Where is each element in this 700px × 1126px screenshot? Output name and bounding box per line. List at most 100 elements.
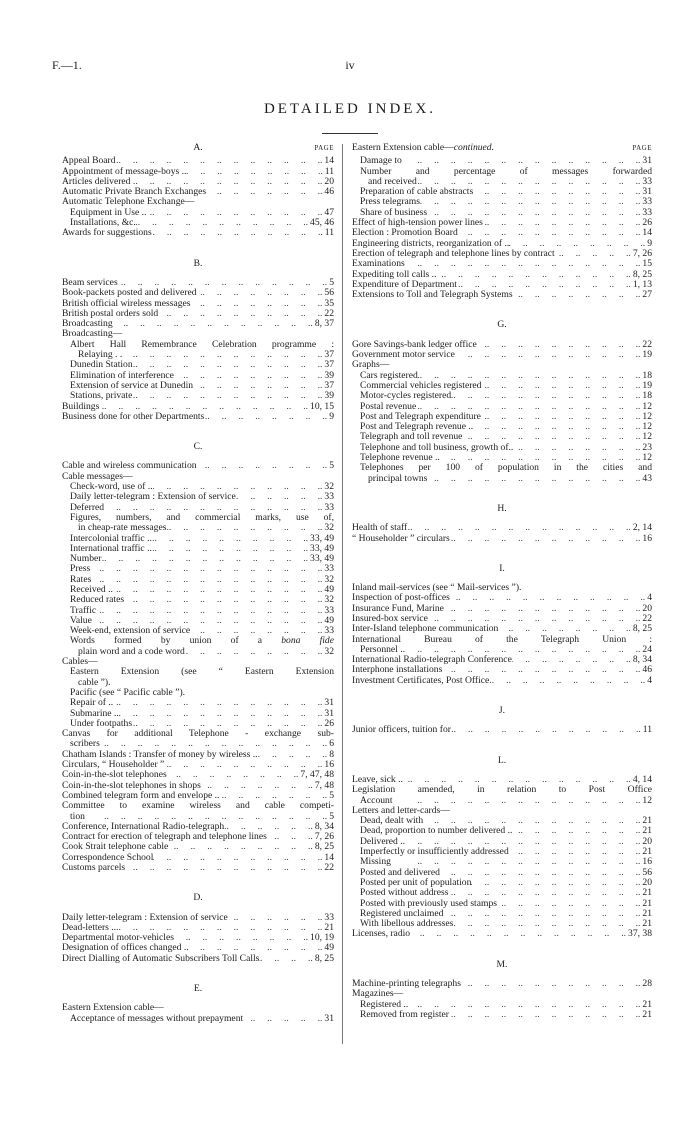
entry-line: International traffic .... .. .. .. .. .… [62, 543, 334, 554]
entry-text: Contract for erection of telegraph and t… [62, 831, 267, 843]
index-entry: Magazines— [352, 988, 652, 999]
page-reference: 33 [324, 604, 334, 616]
entry-text: Pacific (see “ Pacific cable ”). [70, 686, 186, 698]
heading-continued: continued. [453, 142, 494, 153]
page-reference: 18 [642, 369, 652, 381]
dot-leader: .. .. .. .. .. .. .. .. .. .. .. .. .. .… [416, 176, 641, 187]
entry-line: Extensions to Toll and Telegraph Systems… [352, 289, 652, 301]
index-entry: Delivered .... .. .. .. .. .. .. .. .. .… [352, 836, 652, 847]
dot-leader: .. .. .. .. .. .. .. .. .. .. .. .. .. .… [186, 166, 323, 177]
entry-text: Dead, dealt with [360, 815, 424, 827]
dot-leader: .. .. .. .. .. .. .. .. .. .. .. .. .. .… [94, 811, 328, 822]
entry-text: Stations, private [70, 390, 133, 402]
index-entry: Postal revenue.. .. .. .. .. .. .. .. ..… [352, 401, 652, 412]
entry-text: Insurance Fund, Marine [352, 602, 444, 614]
page-reference: 7, 26 [314, 831, 334, 843]
entry-line: Designation of offices changed .... .. .… [62, 942, 334, 954]
page-reference: 8, 25 [632, 623, 652, 635]
entry-text: Conference, International Radio-telegrap… [62, 820, 225, 832]
entry-line: Number and percentage of messages forwar… [352, 166, 652, 177]
page-title: DETAILED INDEX. [263, 101, 437, 117]
index-entry: Telephone and toll business, growth of..… [352, 442, 652, 453]
entry-line: Removed from register.. .. .. .. .. .. .… [352, 1008, 652, 1020]
page-reference: 35 [324, 297, 334, 309]
page-reference: 32 [324, 522, 334, 534]
entry-line: Albert Hall Remembrance Celebration prog… [62, 339, 334, 350]
entry-text: Health of staff [352, 522, 408, 534]
dot-leader: .. .. .. .. .. .. .. .. .. .. .. .. .. .… [407, 259, 641, 270]
entry-line: Value.. .. .. .. .. .. .. .. .. .. .. ..… [62, 615, 334, 626]
entry-line: Rates.. .. .. .. .. .. .. .. .. .. .. ..… [62, 574, 334, 585]
dot-leader: .. .. .. .. .. .. .. .. .. .. .. .. .. .… [416, 401, 641, 412]
page-reference: 9 [647, 237, 652, 249]
dot-leader: .. .. .. .. .. .. .. .. .. .. .. .. .. .… [461, 979, 641, 989]
page-reference: 21 [642, 825, 652, 837]
entry-text-continued: in cheap-rate messages [78, 522, 167, 534]
page-reference: 21 [642, 1008, 652, 1020]
index-entry: Pacific (see “ Pacific cable ”). [62, 686, 334, 698]
entry-line: Received .... .. .. .. .. .. .. .. .. ..… [62, 584, 334, 595]
dot-leader: .. .. .. .. .. .. .. .. .. .. .. .. .. .… [427, 613, 641, 624]
page-reference: 33 [642, 175, 652, 187]
page-reference: 21 [642, 907, 652, 919]
page-reference: 5 [329, 276, 334, 288]
dot-leader: .. .. .. .. .. .. .. .. .. .. .. .. .. .… [164, 760, 323, 771]
page-reference: 33 [324, 501, 334, 513]
entry-text: Inland mail-services (see “ Mail-service… [352, 582, 522, 594]
entry-text: Telephones per 100 of population in the … [360, 462, 652, 474]
dot-leader: .. .. .. .. .. .. .. .. .. .. .. .. .. .… [513, 290, 641, 301]
entry-text: Designation of offices changed .. [62, 942, 189, 954]
dot-leader: .. .. .. .. .. .. .. .. .. .. .. .. .. .… [168, 842, 313, 853]
entry-line: Cable messages— [62, 471, 334, 482]
dot-leader: .. .. .. .. .. .. .. .. .. .. .. .. .. .… [458, 228, 641, 239]
index-entry: Business done for other Departments.. ..… [62, 411, 334, 422]
page-reference: 33 [324, 491, 334, 503]
index-entry: Designation of offices changed .... .. .… [62, 942, 334, 954]
index-entry: Telephone revenue .... .. .. .. .. .. ..… [352, 452, 652, 463]
entry-text: Removed from register [360, 1008, 449, 1020]
entry-line-continued: cable ”). [62, 677, 334, 688]
page-reference: 37, 38 [628, 928, 652, 940]
page-reference: 27 [642, 289, 652, 301]
page-reference: 33 [324, 563, 334, 575]
entry-text: Reduced rates [70, 594, 125, 606]
dot-leader: .. .. .. .. .. .. .. .. .. .. .. .. .. .… [153, 482, 323, 493]
entry-text: Articles delivered [62, 175, 131, 187]
section-heading: B. [62, 258, 334, 269]
index-column-right: Eastern Extension cable—continued. PAGE Da… [352, 142, 652, 1020]
dot-leader: .. .. .. .. .. .. .. .. .. .. .. .. .. .… [427, 473, 641, 484]
index-entry: Equipment in Use .... .. .. .. .. .. .. … [62, 207, 334, 218]
section-heading: J. [352, 705, 652, 716]
index-entry: Committee to examine wireless and cable … [62, 801, 334, 822]
index-entry: Number and percentage of messages forwar… [352, 166, 652, 188]
entry-text: Erection of telegraph and telephone line… [352, 247, 555, 259]
entry-line: Press.. .. .. .. .. .. .. .. .. .. .. ..… [62, 563, 334, 575]
entry-line: Government motor service.. .. .. .. .. .… [352, 349, 652, 360]
section-heading: C. [62, 441, 334, 452]
entry-line-continued: and received.. .. .. .. .. .. .. .. .. .… [352, 175, 652, 187]
index-entry: Registered .... .. .. .. .. .. .. .. .. … [352, 999, 652, 1010]
entry-line: Delivered .... .. .. .. .. .. .. .. .. .… [352, 836, 652, 847]
index-entry: Daily letter-telegram : Extension of ser… [62, 912, 334, 923]
entry-line: Share of business.. .. .. .. .. .. .. ..… [352, 207, 652, 218]
dot-leader: .. .. .. .. .. .. .. .. .. .. .. .. .. .… [443, 908, 641, 919]
entry-text: Expenditure of Department [352, 278, 457, 290]
page-reference: 5 [329, 789, 334, 801]
index-entry: Telegraph and toll revenue.. .. .. .. ..… [352, 432, 652, 443]
entry-line: Canvas for additional Telephone - exchan… [62, 728, 334, 739]
page-reference: 21 [324, 921, 334, 933]
index-entry: Effect of high-tension power lines.. .. … [352, 217, 652, 228]
section-heading: H. [352, 503, 652, 514]
page-reference: 32 [324, 594, 334, 606]
page-reference: 11 [642, 724, 652, 736]
entry-text: Gore Savings-bank ledger office [352, 338, 477, 350]
dot-leader: .. .. .. .. .. .. .. .. .. .. .. .. .. .… [440, 867, 641, 878]
index-entry: Imperfectly or insufficiently addressed.… [352, 846, 652, 857]
index-entry: Circulars, “ Householder ”.. .. .. .. ..… [62, 759, 334, 771]
entry-line: Broadcasting— [62, 328, 334, 340]
entry-text: Dunedin Station [70, 359, 133, 371]
index-entry: Elimination of interference.. .. .. .. .… [62, 370, 334, 381]
page-reference: 56 [642, 866, 652, 878]
entry-line: Commercial vehicles registered.. .. .. .… [352, 380, 652, 391]
entry-text: Broadcasting— [62, 328, 123, 340]
